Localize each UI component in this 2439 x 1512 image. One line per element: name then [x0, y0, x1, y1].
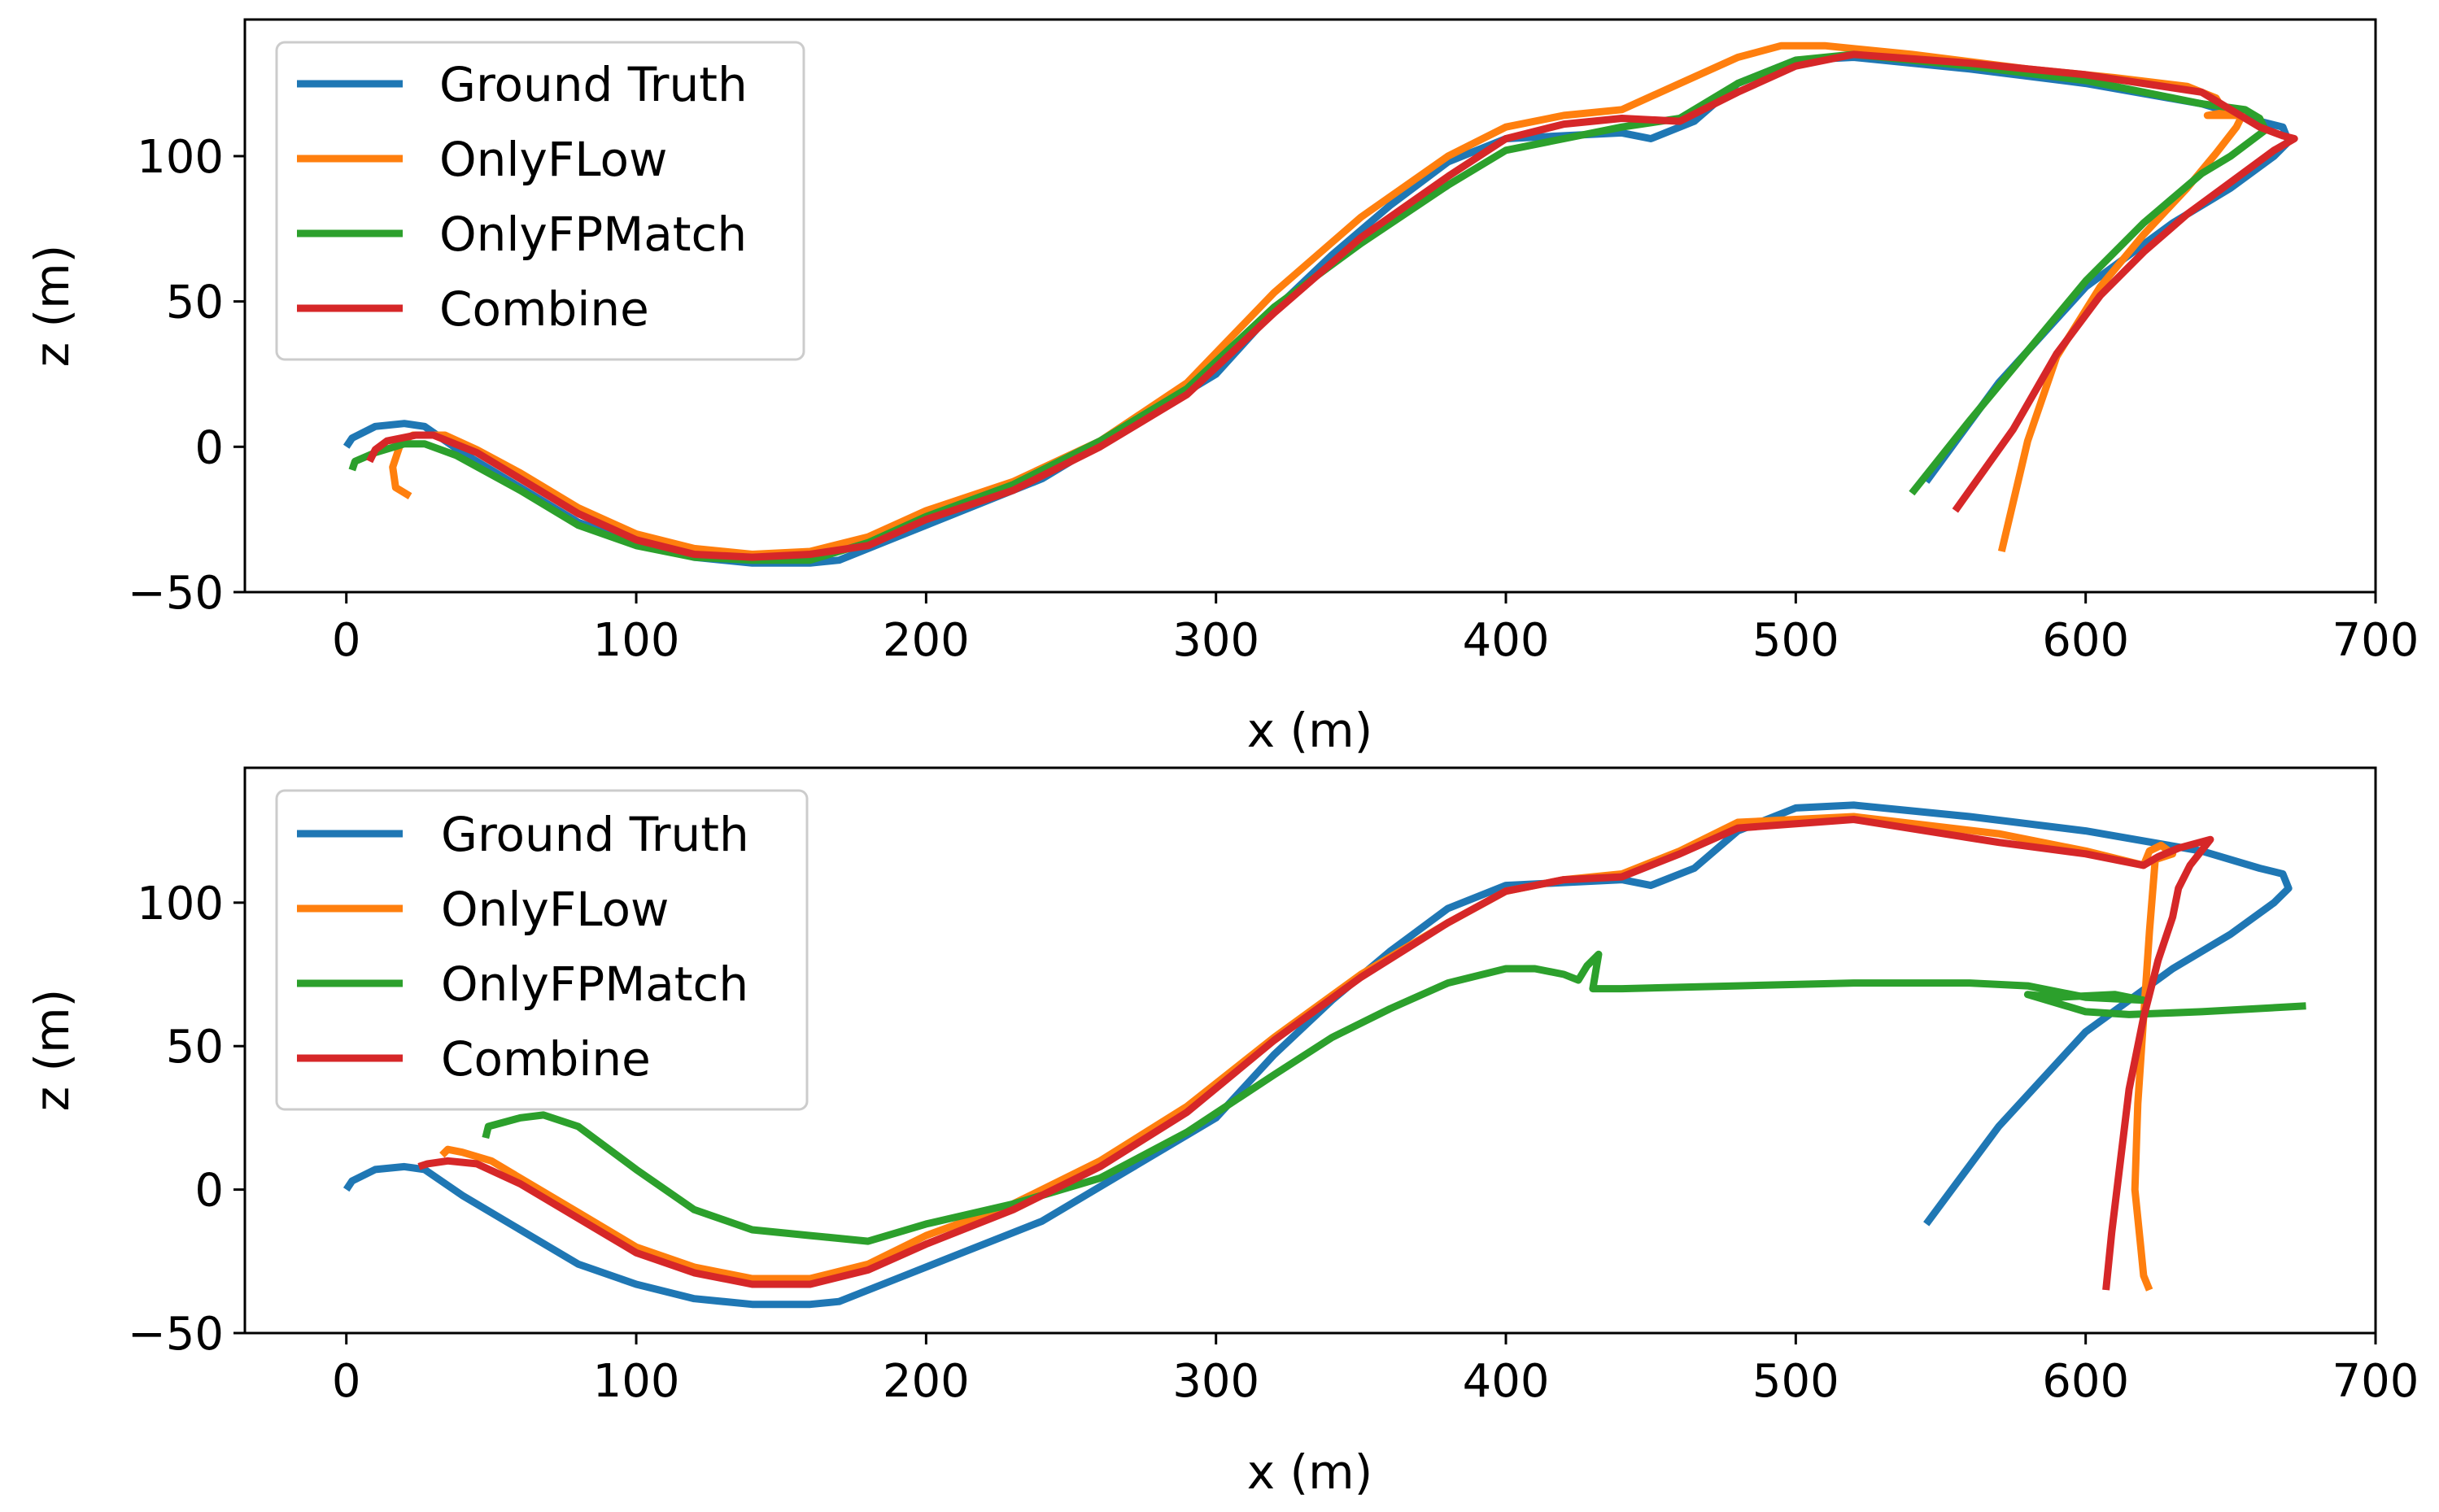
chart-2-series-layer	[343, 801, 2306, 1309]
chart-2-x-tick-label: 300	[1172, 1355, 1259, 1408]
chart-2-y-tick-label: 0	[194, 1165, 224, 1218]
chart-1-x-tick-label: 700	[2332, 614, 2419, 667]
chart-1-plot-frame	[243, 18, 2377, 594]
chart-1-series-layer	[343, 41, 2298, 567]
chart-2-x-tick-label: 400	[1463, 1355, 1550, 1408]
chart-1-y-tick-label: 0	[194, 421, 224, 474]
chart-1-x-tick-label: 100	[593, 614, 680, 667]
chart-2-legend-label-combine: Combine	[441, 1031, 651, 1087]
chart-1: 0 100 200 300 400 500 600 700 −50 0 50 100 x (m) z …	[24, 18, 2419, 758]
chart-1-legend: Ground Truth OnlyFLow OnlyFPMatch Combin…	[275, 41, 805, 361]
chart-1-legend-label-combine: Combine	[439, 281, 649, 337]
chart-1-y-tick-label: 100	[137, 131, 224, 184]
chart-2-series-ground-truth	[343, 801, 2293, 1309]
chart-1-x-tick-label: 500	[1752, 614, 1839, 667]
chart-2-x-tick-label: 700	[2332, 1355, 2419, 1408]
chart-1-legend-label-onlyflow: OnlyFLow	[439, 132, 667, 187]
chart-1-y-tick-label: 50	[166, 277, 224, 329]
chart-1-x-tick-label: 600	[2042, 614, 2129, 667]
chart-2-plot-frame	[243, 766, 2377, 1335]
chart-1-x-tick-label: 300	[1172, 614, 1259, 667]
chart-1-x-axis-label: x (m)	[1247, 703, 1373, 758]
chart-1-legend-label-onlyfpmatch: OnlyFPMatch	[439, 207, 747, 262]
chart-2-series-combine	[417, 816, 2214, 1291]
chart-1-x-tick-label: 0	[332, 614, 361, 667]
chart-2-x-tick-label: 600	[2042, 1355, 2129, 1408]
chart-2-x-tick-label: 0	[332, 1355, 361, 1408]
chart-2-y-tick-label: 100	[137, 878, 224, 930]
chart-1-x-tick-label: 400	[1463, 614, 1550, 667]
chart-2: 0 100 200 300 400 500 600 700 −50 0 50 100 x (m) z …	[24, 766, 2419, 1500]
chart-2-series-onlyfpmatch	[482, 950, 2306, 1245]
chart-1-x-tick-label: 200	[883, 614, 970, 667]
chart-2-legend-label-ground-truth: Ground Truth	[441, 807, 749, 862]
chart-1-series-combine	[366, 50, 2298, 561]
chart-1-legend-label-ground-truth: Ground Truth	[439, 57, 748, 112]
chart-2-x-axis-label: x (m)	[1247, 1444, 1373, 1500]
chart-1-gridlayer-ticks: 0 100 200 300 400 500 600 700 −50 0 50 100	[128, 131, 2419, 667]
chart-2-legend: Ground Truth OnlyFLow OnlyFPMatch Combin…	[275, 789, 809, 1111]
chart-1-series-onlyflow	[389, 41, 2246, 558]
chart-2-legend-box	[275, 789, 809, 1111]
chart-2-x-tick-label: 200	[883, 1355, 970, 1408]
chart-2-gridlayer-ticks: 0 100 200 300 400 500 600 700 −50 0 50 100	[128, 878, 2419, 1408]
chart-2-x-tick-label: 500	[1752, 1355, 1839, 1408]
chart-2-y-tick-label: −50	[128, 1308, 224, 1361]
chart-2-legend-label-onlyfpmatch: OnlyFPMatch	[441, 956, 748, 1012]
chart-1-legend-box	[275, 41, 805, 361]
chart-1-y-tick-label: −50	[128, 567, 224, 620]
chart-2-y-tick-label: 50	[166, 1021, 224, 1074]
chart-2-legend-label-onlyflow: OnlyFLow	[441, 882, 669, 937]
chart-2-x-tick-label: 100	[593, 1355, 680, 1408]
chart-1-series-onlyfpmatch	[348, 50, 2270, 564]
chart-1-y-axis-label: z (m)	[24, 245, 80, 368]
chart-2-y-axis-label: z (m)	[24, 989, 80, 1112]
